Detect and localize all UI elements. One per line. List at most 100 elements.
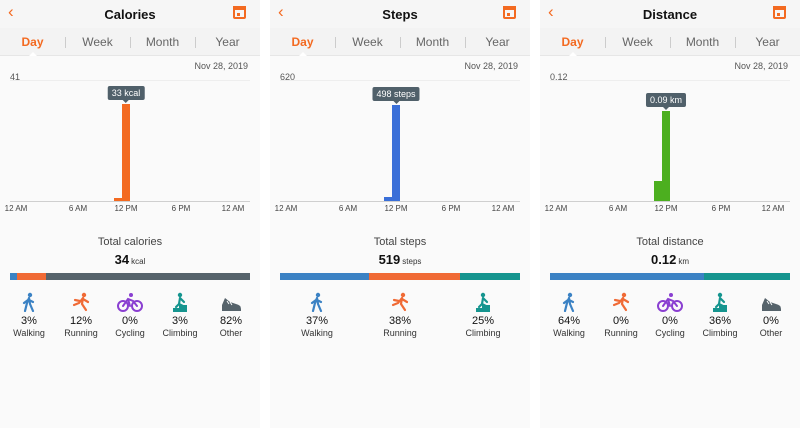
header: ‹ Calories (0, 0, 260, 28)
activity-name: Climbing (465, 328, 501, 338)
distance-screen: ‹ Distance Day Week Month Year Nov 28, 2… (540, 0, 800, 428)
chart-bar[interactable] (392, 104, 400, 201)
tab-year[interactable]: Year (485, 35, 510, 49)
chevron-left-icon[interactable]: ‹ (8, 2, 14, 21)
total-unit: kcal (131, 257, 146, 266)
activity-other[interactable]: 0% Other (745, 290, 797, 338)
activity-percent: 82% (219, 315, 243, 327)
walking-icon (3, 290, 55, 312)
bar-tooltip: 33 kcal (107, 86, 145, 104)
activity-climbing[interactable]: 3% Climbing (154, 290, 206, 338)
activity-name: Climbing (162, 328, 198, 338)
walking-icon (543, 290, 595, 312)
x-tick-label: 6 PM (711, 204, 731, 213)
split-segment-running (17, 273, 46, 280)
activity-breakdown: 37% Walking 38% Running 25% Climbing (270, 290, 530, 350)
activity-split-bar (550, 273, 790, 280)
tab-day[interactable]: Day (0, 28, 65, 56)
chart-baseline (550, 201, 790, 202)
date-label: Nov 28, 2019 (194, 61, 248, 71)
tab-year[interactable]: Year (755, 35, 780, 49)
split-segment-walking (280, 273, 369, 280)
activity-name: Walking (13, 328, 45, 338)
climbing-icon (154, 290, 206, 312)
total-value: 34 kcal (0, 251, 260, 269)
x-tick-label: 12 AM (491, 204, 515, 213)
tab-week[interactable]: Week (82, 35, 113, 49)
tab-month[interactable]: Month (415, 35, 450, 49)
total-value: 519 steps (270, 251, 530, 269)
chart-bar[interactable] (662, 111, 670, 201)
total-unit: km (678, 257, 689, 266)
chevron-left-icon[interactable]: ‹ (548, 2, 554, 21)
tab-day[interactable]: Day (540, 28, 605, 56)
calendar-icon[interactable] (233, 6, 246, 19)
tab-month[interactable]: Month (145, 35, 180, 49)
chart-bar[interactable] (654, 181, 662, 201)
chevron-left-icon[interactable]: ‹ (278, 2, 284, 21)
tab-month[interactable]: Month (685, 35, 720, 49)
activity-breakdown: 64% Walking 0% Running 0% Cycling 36% Climbing 0… (540, 290, 800, 350)
activity-percent: 37% (305, 315, 329, 327)
x-tick-label: 12 AM (274, 204, 298, 213)
activity-name: Climbing (702, 328, 738, 338)
running-icon (595, 290, 647, 312)
climbing-icon (457, 290, 509, 312)
chart-baseline (10, 201, 250, 202)
total-label: Total steps (373, 236, 427, 248)
chart-bar[interactable] (122, 104, 130, 201)
chart-bar[interactable] (114, 198, 122, 201)
activity-split-bar (10, 273, 250, 280)
shoe-icon (205, 290, 257, 312)
bar-tooltip: 0.09 km (645, 93, 687, 110)
cycling-icon (104, 290, 156, 312)
activity-walking[interactable]: 3% Walking (3, 290, 55, 338)
page-title: Distance (642, 6, 698, 22)
chart-baseline (280, 201, 520, 202)
x-axis-labels: 12 AM 6 AM 12 PM 6 PM 12 AM (270, 204, 530, 216)
activity-name: Running (604, 328, 638, 338)
activity-percent: 0% (122, 315, 138, 327)
total-unit: steps (402, 257, 422, 266)
total-value: 0.12 km (540, 251, 800, 269)
activity-walking[interactable]: 37% Walking (291, 290, 343, 338)
calendar-icon[interactable] (503, 6, 516, 19)
activity-name: Cycling (655, 328, 685, 338)
x-tick-label: 12 AM (221, 204, 245, 213)
chart-bar[interactable] (384, 196, 392, 201)
activity-name: Walking (301, 328, 333, 338)
activity-running[interactable]: 0% Running (595, 290, 647, 338)
x-tick-label: 12 PM (384, 204, 408, 213)
tab-divider (130, 37, 131, 48)
running-icon (374, 290, 426, 312)
activity-cycling[interactable]: 0% Cycling (104, 290, 156, 338)
calendar-icon[interactable] (773, 6, 786, 19)
activity-walking[interactable]: 64% Walking (543, 290, 595, 338)
chart-gridline (280, 80, 520, 81)
activity-climbing[interactable]: 25% Climbing (457, 290, 509, 338)
tab-divider (65, 37, 66, 48)
shoe-icon (745, 290, 797, 312)
steps-screen: ‹ Steps Day Week Month Year Nov 28, 2019… (270, 0, 530, 428)
activity-running[interactable]: 12% Running (55, 290, 107, 338)
tab-divider (195, 37, 196, 48)
split-segment-running (368, 273, 460, 280)
split-segment-walking (10, 273, 18, 280)
total-number: 0.12 (651, 252, 677, 267)
tab-week[interactable]: Week (622, 35, 653, 49)
activity-running[interactable]: 38% Running (374, 290, 426, 338)
activity-name: Cycling (115, 328, 145, 338)
activity-cycling[interactable]: 0% Cycling (644, 290, 696, 338)
tab-year[interactable]: Year (215, 35, 240, 49)
x-tick-label: 6 PM (171, 204, 191, 213)
activity-name: Other (219, 328, 243, 338)
date-label: Nov 28, 2019 (734, 61, 788, 71)
tab-day[interactable]: Day (270, 28, 335, 56)
tab-week[interactable]: Week (352, 35, 383, 49)
activity-climbing[interactable]: 36% Climbing (694, 290, 746, 338)
tab-divider (400, 37, 401, 48)
calories-screen: ‹ Calories Day Week Month Year Nov 28, 2… (0, 0, 260, 428)
activity-other[interactable]: 82% Other (205, 290, 257, 338)
activity-name: Running (383, 328, 417, 338)
